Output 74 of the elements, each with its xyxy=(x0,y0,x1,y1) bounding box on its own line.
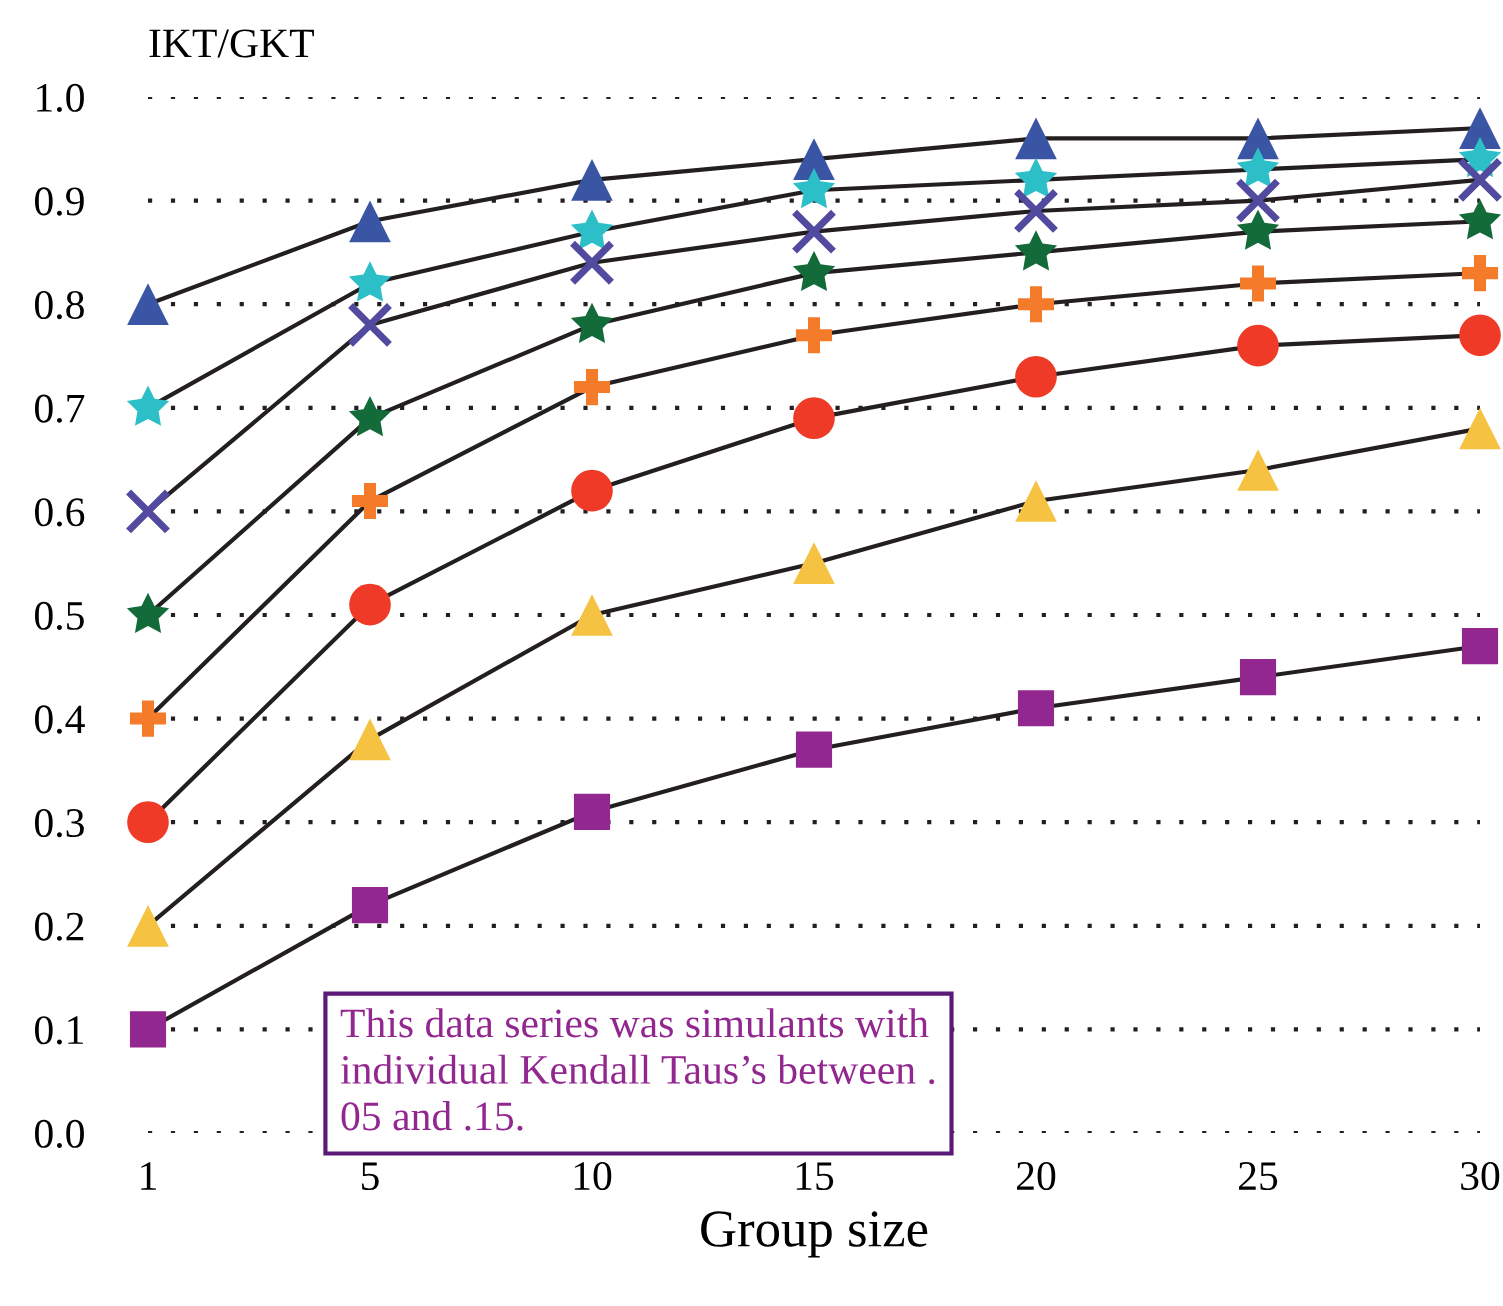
point xyxy=(570,302,614,343)
point xyxy=(1239,659,1277,696)
point xyxy=(1236,209,1280,250)
point xyxy=(125,488,171,535)
point xyxy=(349,718,391,761)
annotation: This data series was simulants with individual Kendall Taus’s between . 05 and .15. xyxy=(340,1008,935,1131)
point xyxy=(795,731,833,768)
point xyxy=(1237,449,1279,491)
point xyxy=(129,1011,167,1048)
point xyxy=(1013,188,1059,234)
point xyxy=(1237,324,1279,367)
point xyxy=(792,168,836,209)
point xyxy=(129,700,167,737)
point xyxy=(348,261,392,302)
point xyxy=(793,397,835,439)
point xyxy=(1014,157,1058,198)
y-tick-label: 0.8 xyxy=(35,290,84,320)
point xyxy=(127,283,169,326)
y-tick-label: 0.7 xyxy=(35,394,85,423)
point xyxy=(1235,177,1281,224)
y-tick-label: 0.9 xyxy=(35,187,84,216)
x-tick-label: 10 xyxy=(574,1161,612,1191)
x-tick-label: 25 xyxy=(1239,1162,1278,1191)
point xyxy=(1239,265,1277,302)
x-tick-label: 30 xyxy=(1461,1161,1500,1191)
point xyxy=(1461,628,1499,665)
point xyxy=(1015,480,1057,522)
point xyxy=(1236,147,1280,188)
point xyxy=(573,369,611,406)
point xyxy=(1015,117,1057,160)
point xyxy=(795,317,833,354)
point xyxy=(793,138,835,180)
point xyxy=(1014,230,1058,271)
point xyxy=(127,904,169,947)
point xyxy=(1459,107,1501,149)
point xyxy=(1459,407,1501,450)
point xyxy=(792,250,836,292)
point xyxy=(573,793,611,830)
point xyxy=(569,239,615,286)
y-tick-label: 0.3 xyxy=(35,808,84,838)
point xyxy=(1017,286,1055,323)
x-tick-label: 20 xyxy=(1017,1161,1056,1191)
y-tick-label: 0.0 xyxy=(35,1119,84,1149)
y-tick-label: 0.4 xyxy=(35,705,85,734)
x-tick-label: 5 xyxy=(362,1162,379,1191)
point xyxy=(127,801,169,844)
y-tick-label: 0.6 xyxy=(35,498,85,527)
y-tick-label: 0.1 xyxy=(35,1016,83,1045)
point xyxy=(571,594,613,636)
point xyxy=(793,542,835,585)
point xyxy=(351,887,389,924)
x-tick-label: 1 xyxy=(141,1162,156,1190)
point xyxy=(571,469,613,512)
point xyxy=(349,200,391,243)
point xyxy=(1015,355,1057,398)
point xyxy=(1457,156,1503,203)
point xyxy=(1017,690,1055,727)
y-axis-title: IKT/GKT xyxy=(149,29,314,58)
point xyxy=(571,159,613,201)
point xyxy=(348,395,392,437)
x-axis-title: Group size xyxy=(701,1211,928,1258)
point xyxy=(570,209,614,250)
x-tick-label: 15 xyxy=(796,1162,834,1191)
y-tick-label: 0.2 xyxy=(35,912,84,941)
point xyxy=(1459,314,1501,357)
point xyxy=(791,208,837,255)
point xyxy=(126,385,170,426)
point xyxy=(349,583,391,626)
point xyxy=(351,482,389,520)
y-tick-label: 0.5 xyxy=(35,601,84,631)
y-tick-label: 1.0 xyxy=(37,83,84,113)
point xyxy=(347,302,393,348)
point xyxy=(1458,199,1502,240)
point xyxy=(1461,255,1499,292)
